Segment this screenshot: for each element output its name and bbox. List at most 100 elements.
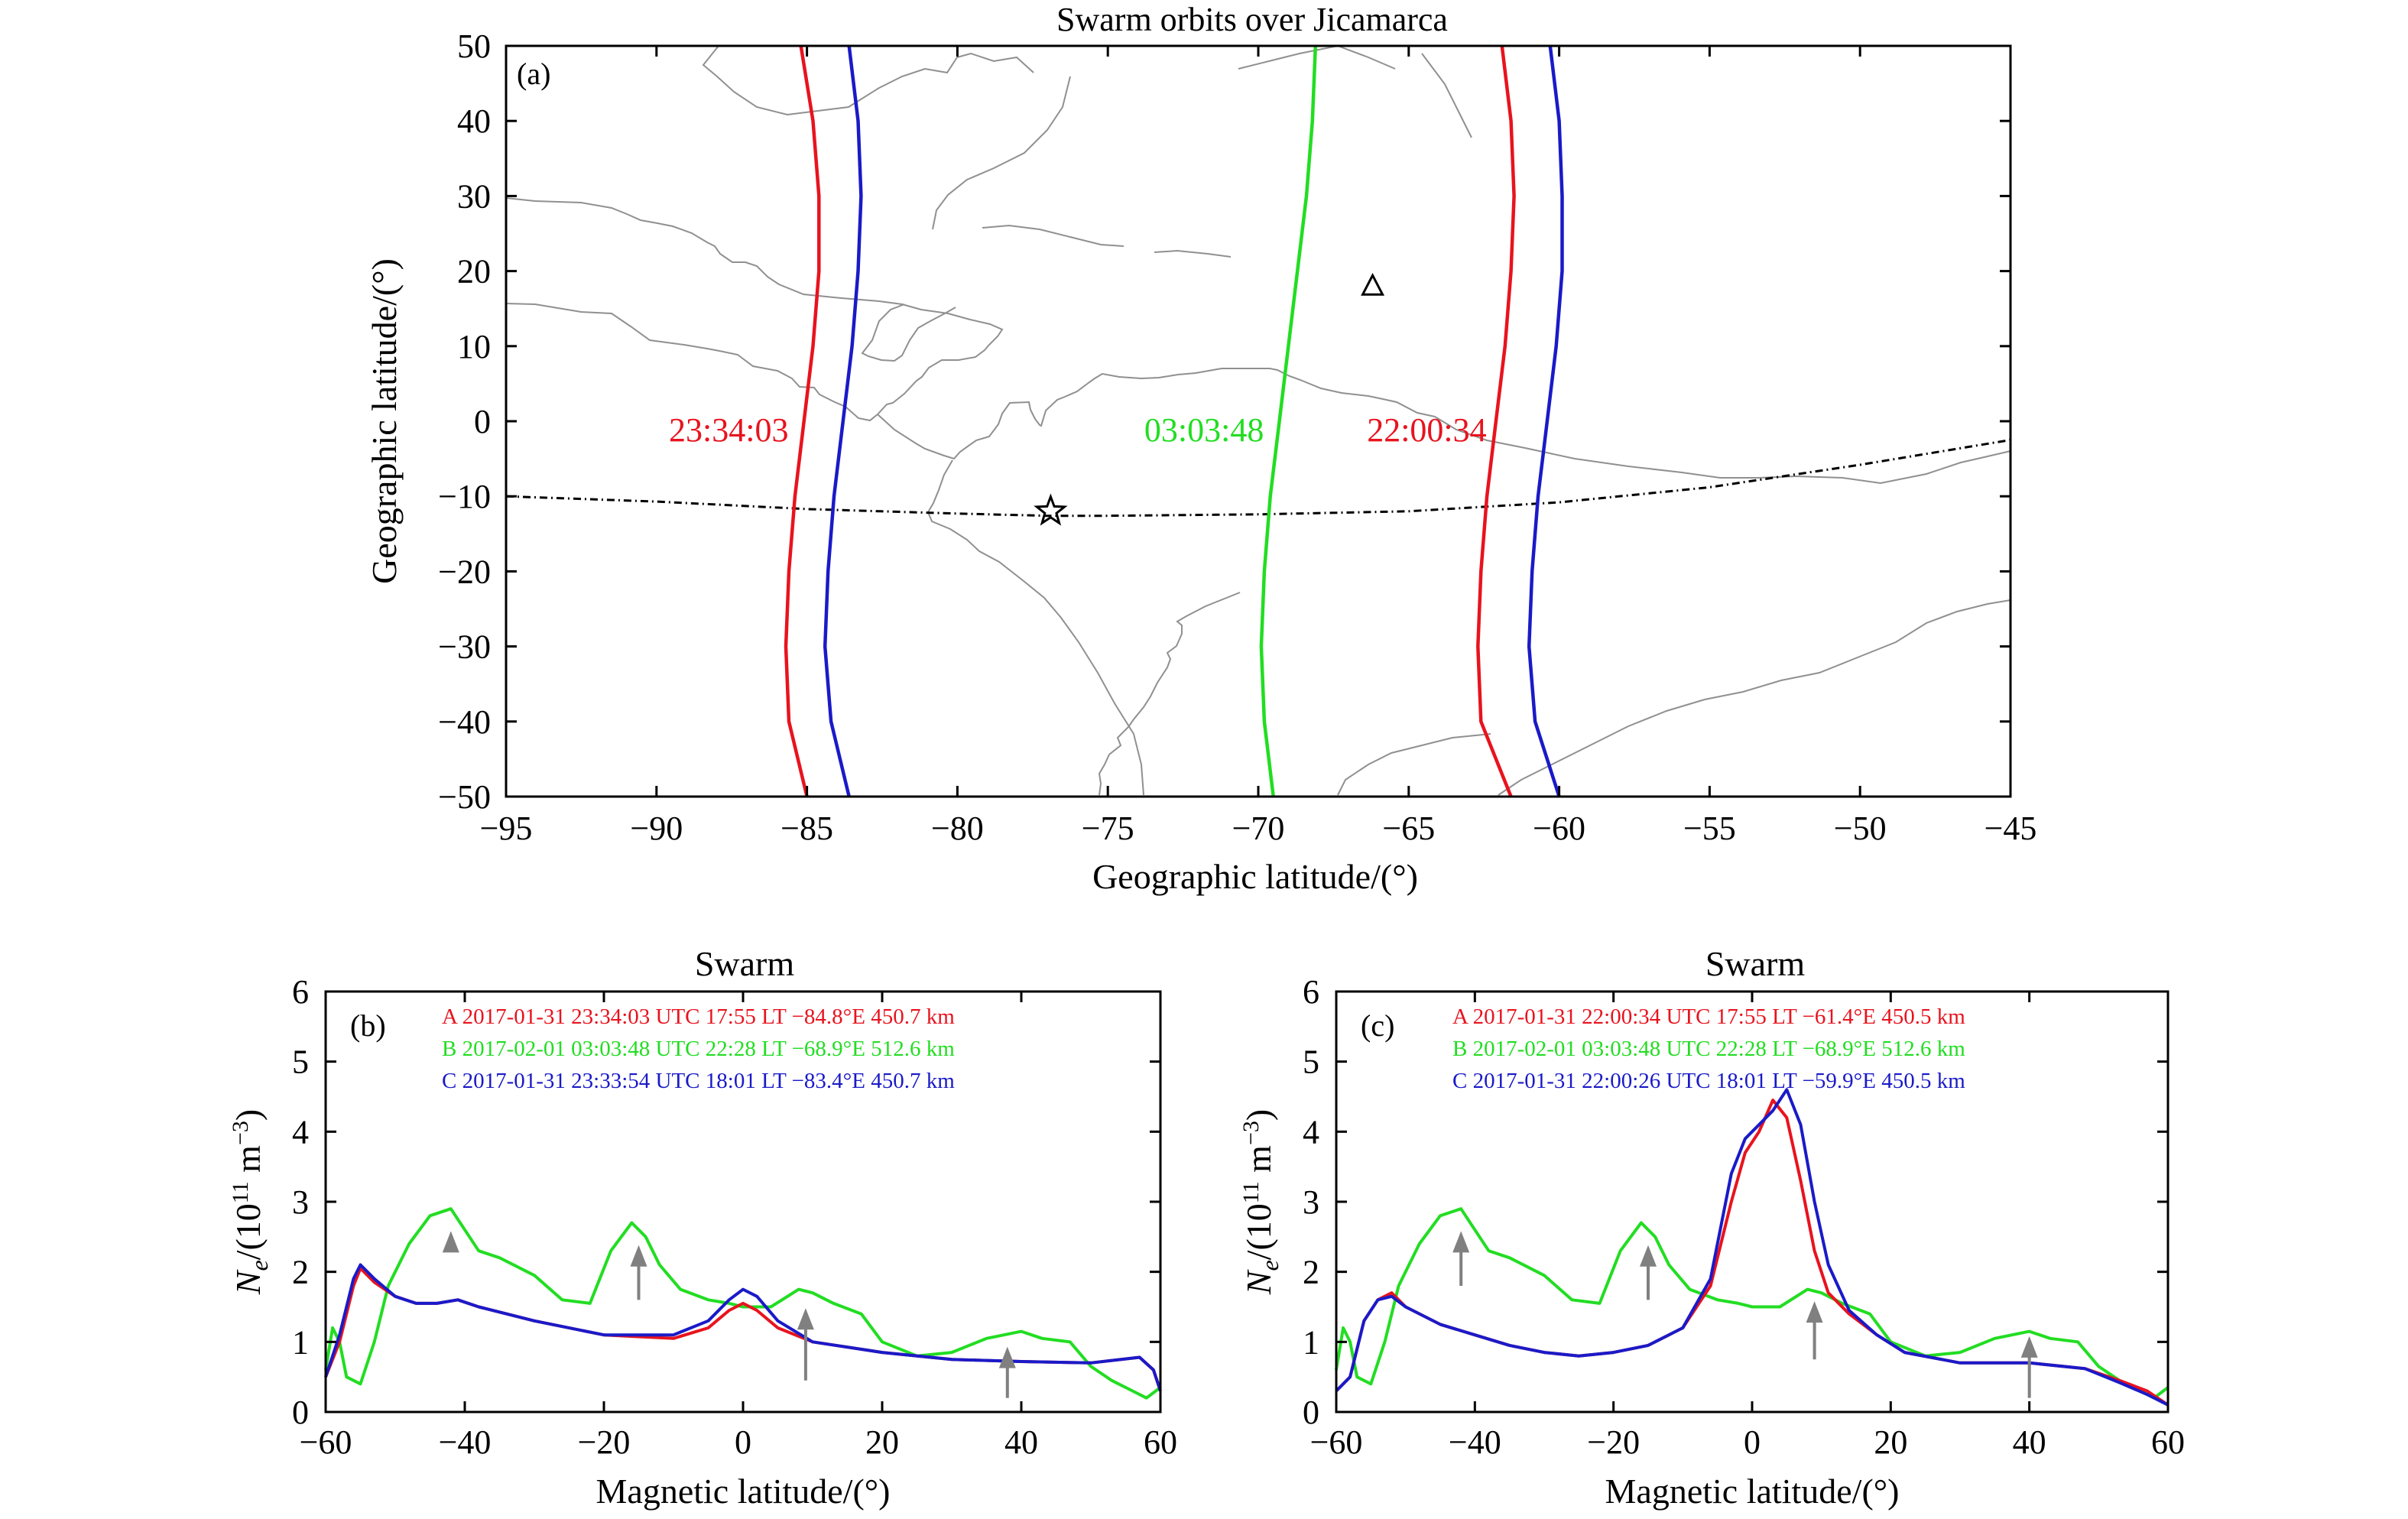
legend-entry: B 2017-02-01 03:03:48 UTC 22:28 LT −68.9…: [442, 1037, 955, 1061]
peak-arrow-head: [1452, 1231, 1470, 1253]
panel-c-legend: A 2017-01-31 22:00:34 UTC 17:55 LT −61.4…: [1452, 1005, 1965, 1093]
panel-a-orbit-map: Swarm orbits over Jicamarca 23:34:03 03:0…: [365, 1, 2036, 896]
x-tick-label: −50: [1834, 810, 1887, 847]
peak-arrow-head: [797, 1308, 814, 1330]
orbit-time-label: 22:00:34: [1367, 411, 1486, 449]
x-tick-label: −65: [1382, 810, 1435, 847]
density-series: [1335, 1088, 2169, 1407]
x-tick-label: −60: [1533, 810, 1585, 847]
y-tick-label: −40: [438, 703, 491, 741]
y-tick-label: 4: [1303, 1113, 1319, 1151]
y-tick-label: −30: [438, 628, 491, 666]
y-tick-label: −10: [438, 478, 491, 515]
y-tick-label: 5: [1303, 1044, 1319, 1081]
magnetic-equator-line: [505, 439, 2011, 518]
legend-entry: C 2017-01-31 23:33:54 UTC 18:01 LT −83.4…: [442, 1069, 955, 1093]
x-tick-label: −45: [1984, 810, 2037, 847]
y-tick-label: −50: [438, 778, 491, 816]
orbit-track-0: [784, 45, 821, 797]
coastline-canada-north: [702, 45, 1034, 116]
x-tick-label: 60: [1144, 1423, 1177, 1461]
panel-a-x-ticks: −95 −90 −85 −80 −75 −70 −65 −60 −55 −50 −45: [480, 46, 2037, 847]
y-tick-label: 20: [457, 253, 491, 290]
orbit-track-4: [1527, 45, 1564, 797]
coastline-west-coast: [505, 303, 878, 422]
panel-a-xlabel: Geographic latitude/(°): [1092, 857, 1418, 896]
x-tick-label: −20: [1587, 1423, 1640, 1461]
peak-arrow-head: [1806, 1301, 1823, 1323]
coastline-east-coast: [932, 76, 1071, 230]
y-tick-label: 3: [1303, 1183, 1319, 1221]
y-tick-label: 2: [1303, 1254, 1319, 1291]
y-tick-label: 3: [292, 1183, 309, 1221]
coastline-brazil: [1434, 416, 2011, 485]
coastline-newfoundland: [1238, 44, 1396, 70]
orbit-track-1: [823, 45, 863, 797]
panel-c-x-ticks: −60 −40 −20 0 20 40 60: [1310, 992, 2185, 1461]
x-tick-label: 40: [2013, 1423, 2046, 1461]
orbit-time-label: 03:03:48: [1144, 411, 1264, 449]
y-tick-label: 5: [292, 1044, 309, 1081]
legend-entry: A 2017-01-31 22:00:34 UTC 17:55 LT −61.4…: [1452, 1005, 1965, 1029]
panel-b-title: Swarm: [695, 944, 795, 983]
y-tick-label: 40: [457, 102, 491, 140]
coastline-gulf: [861, 303, 956, 362]
coastline-cuba: [982, 224, 1124, 247]
x-tick-label: −85: [780, 810, 833, 847]
y-tick-label: 0: [1303, 1394, 1319, 1431]
y-tick-label: 1: [1303, 1323, 1319, 1361]
series-C-line: [324, 1263, 1162, 1392]
coastline-hispaniola: [1154, 249, 1232, 258]
x-tick-label: 40: [1004, 1423, 1038, 1461]
panel-c-density-profile: Swarm −60 −40 −20 0 20 40 60 0 1 2 3 4 5 6 A 2017-01…: [1238, 944, 2185, 1511]
series-B-line: [1335, 1207, 2169, 1400]
x-tick-label: 60: [2151, 1423, 2185, 1461]
coastline-north-america: [505, 197, 1004, 415]
triangle-site-marker: [1361, 272, 1385, 296]
panel-c-y-ticks: 0 1 2 3 4 5 6: [1303, 973, 2168, 1431]
x-tick-label: 0: [1744, 1423, 1761, 1461]
y-tick-label: 0: [474, 403, 491, 440]
series-C-line: [1335, 1088, 2169, 1407]
panel-b-y-ticks: 0 1 2 3 4 5 6: [292, 973, 1160, 1431]
x-tick-label: −80: [931, 810, 984, 847]
coastline-south-america-pacific: [927, 459, 1144, 796]
panel-c-label: (c): [1361, 1008, 1394, 1043]
panel-b-legend: A 2017-01-31 23:34:03 UTC 17:55 LT −84.8…: [442, 1005, 955, 1093]
panel-c-xlabel: Magnetic latitude/(°): [1605, 1472, 1900, 1511]
peak-arrow-head: [1640, 1245, 1657, 1267]
panel-c-title: Swarm: [1705, 944, 1806, 983]
x-tick-label: −60: [1310, 1423, 1363, 1461]
orbit-track-2: [1259, 45, 1318, 797]
orbit-time-label: 23:34:03: [669, 411, 788, 449]
panel-b-label: (b): [350, 1008, 386, 1043]
panel-a-title: Swarm orbits over Jicamarca: [1056, 1, 1448, 38]
panel-a-label: (a): [517, 57, 550, 91]
y-tick-label: −20: [438, 553, 491, 590]
orbit-time-labels: 23:34:03 03:03:48 22:00:34: [669, 411, 1487, 449]
y-tick-label: 6: [292, 973, 309, 1011]
panel-a-y-ticks: 50 40 30 20 10 0 −10 −20 −30 −40 −50: [438, 28, 2010, 816]
x-tick-label: 0: [735, 1423, 751, 1461]
panel-b-density-profile: Swarm −60 −40 −20 0 20 40 60 0 1 2 3 4 5 6 A 2017-01…: [228, 944, 1177, 1511]
panel-b-xlabel: Magnetic latitude/(°): [596, 1472, 891, 1511]
y-tick-label: 0: [292, 1394, 309, 1431]
legend-entry: B 2017-02-01 03:03:48 UTC 22:28 LT −68.9…: [1452, 1037, 1965, 1061]
panel-c-ylabel: Ne/(1011 m−3): [1238, 1109, 1284, 1295]
panel-b-x-ticks: −60 −40 −20 0 20 40 60: [300, 992, 1177, 1461]
panel-a-ylabel: Geographic latitude/(°): [365, 258, 404, 584]
series-B-line: [324, 1207, 1162, 1400]
x-tick-label: −20: [578, 1423, 631, 1461]
peak-arrow-head: [630, 1245, 647, 1267]
x-tick-label: −40: [439, 1423, 492, 1461]
coastline-south-america-east: [1098, 592, 1241, 796]
x-tick-label: −95: [480, 810, 533, 847]
coastline-south-america-west: [877, 368, 1436, 460]
coastline-labrador: [1421, 53, 1472, 138]
x-tick-label: −55: [1683, 810, 1736, 847]
x-tick-label: −70: [1232, 810, 1285, 847]
series-A-line: [324, 1267, 1162, 1392]
jicamarca-star-marker: [1034, 493, 1068, 526]
coastline-uruguay: [1337, 733, 1491, 796]
